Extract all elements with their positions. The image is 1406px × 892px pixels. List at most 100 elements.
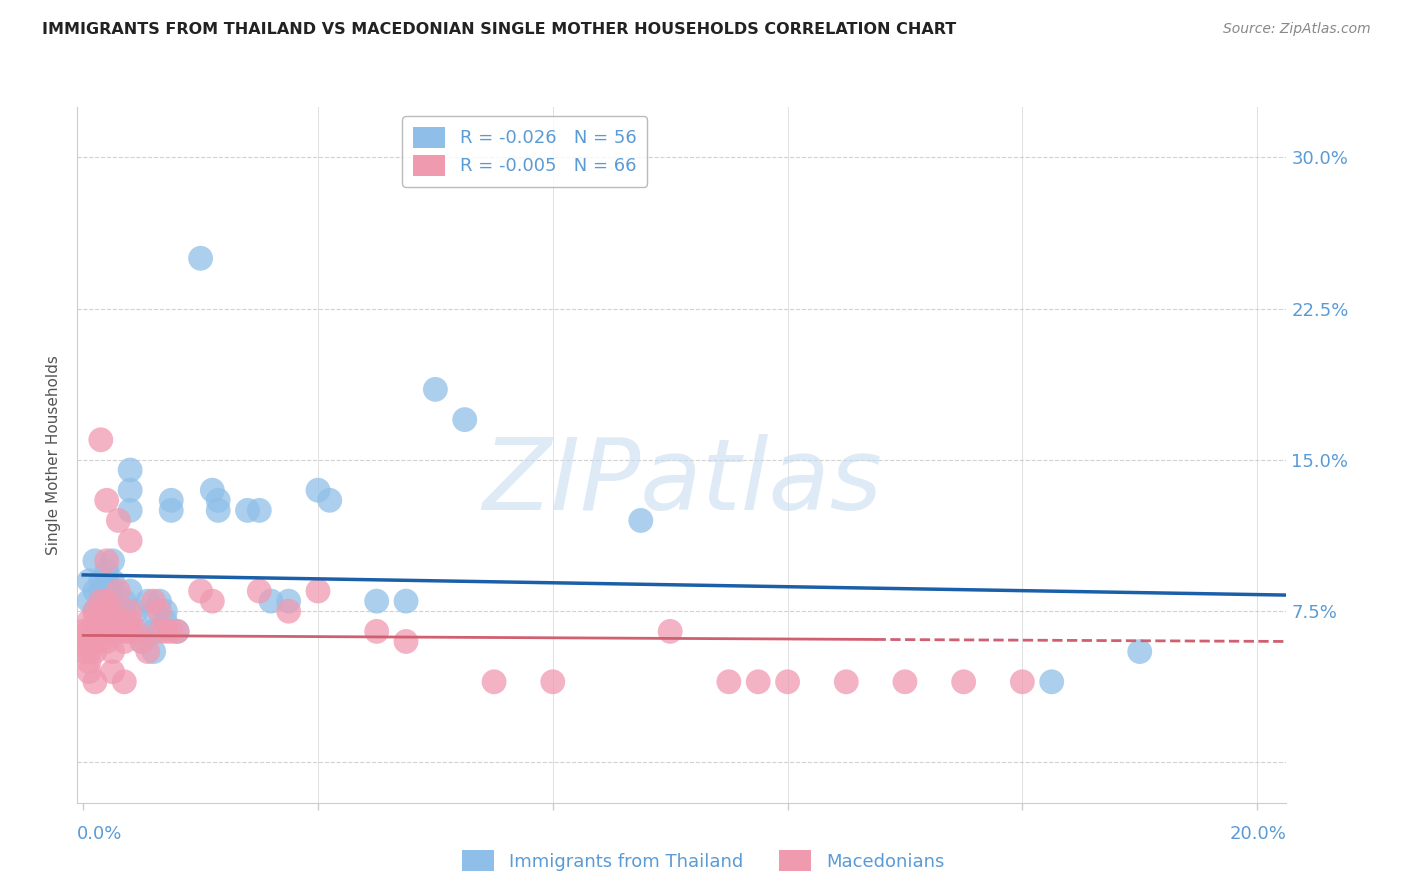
Point: [84, 674, 107, 689]
Point: [90, 624, 112, 639]
Point: [247, 503, 270, 517]
Point: [96, 564, 118, 578]
Text: IMMIGRANTS FROM THAILAND VS MACEDONIAN SINGLE MOTHER HOUSEHOLDS CORRELATION CHAR: IMMIGRANTS FROM THAILAND VS MACEDONIAN S…: [42, 22, 956, 37]
Point: [90, 574, 112, 588]
Point: [84, 634, 107, 648]
Point: [155, 615, 177, 629]
Point: [776, 674, 799, 689]
Point: [142, 624, 165, 639]
Point: [101, 604, 124, 618]
Point: [120, 624, 142, 639]
Point: [112, 624, 135, 639]
Point: [207, 503, 229, 517]
Point: [201, 594, 224, 608]
Point: [96, 584, 118, 599]
Point: [84, 615, 107, 629]
Point: [425, 383, 447, 397]
Point: [142, 604, 165, 618]
Point: [160, 503, 183, 517]
Point: [148, 624, 170, 639]
Point: [96, 615, 118, 629]
Point: [1040, 674, 1063, 689]
Point: [77, 624, 100, 639]
Legend: Immigrants from Thailand, Macedonians: Immigrants from Thailand, Macedonians: [454, 843, 952, 879]
Point: [131, 634, 153, 648]
Point: [77, 644, 100, 658]
Point: [120, 584, 142, 599]
Point: [247, 584, 270, 599]
Point: [454, 412, 477, 426]
Point: [120, 503, 142, 517]
Point: [96, 604, 118, 618]
Point: [120, 604, 142, 618]
Point: [395, 594, 418, 608]
Point: [120, 533, 142, 548]
Point: [142, 594, 165, 608]
Point: [155, 604, 177, 618]
Text: Source: ZipAtlas.com: Source: ZipAtlas.com: [1223, 22, 1371, 37]
Point: [201, 483, 224, 498]
Point: [77, 634, 100, 648]
Point: [160, 624, 183, 639]
Point: [366, 624, 388, 639]
Point: [96, 594, 118, 608]
Point: [90, 604, 112, 618]
Point: [190, 584, 212, 599]
Point: [107, 624, 129, 639]
Point: [236, 503, 259, 517]
Point: [541, 674, 564, 689]
Point: [125, 624, 148, 639]
Point: [77, 574, 100, 588]
Point: [952, 674, 974, 689]
Point: [260, 594, 283, 608]
Point: [166, 624, 188, 639]
Point: [659, 624, 682, 639]
Point: [101, 644, 124, 658]
Point: [120, 463, 142, 477]
Point: [125, 604, 148, 618]
Point: [84, 554, 107, 568]
Point: [160, 493, 183, 508]
Point: [101, 584, 124, 599]
Point: [96, 615, 118, 629]
Point: [112, 634, 135, 648]
Point: [131, 634, 153, 648]
Point: [90, 634, 112, 648]
Point: [77, 665, 100, 679]
Y-axis label: Single Mother Households: Single Mother Households: [46, 355, 62, 555]
Point: [112, 674, 135, 689]
Point: [84, 604, 107, 618]
Point: [835, 674, 858, 689]
Point: [120, 483, 142, 498]
Point: [84, 644, 107, 658]
Point: [747, 674, 769, 689]
Point: [96, 574, 118, 588]
Point: [148, 604, 170, 618]
Legend: R = -0.026   N = 56, R = -0.005   N = 66: R = -0.026 N = 56, R = -0.005 N = 66: [402, 116, 647, 186]
Point: [107, 615, 129, 629]
Point: [717, 674, 740, 689]
Point: [96, 554, 118, 568]
Point: [112, 604, 135, 618]
Point: [90, 433, 112, 447]
Point: [96, 594, 118, 608]
Point: [77, 615, 100, 629]
Point: [72, 644, 94, 658]
Point: [96, 493, 118, 508]
Point: [894, 674, 917, 689]
Point: [90, 584, 112, 599]
Point: [101, 574, 124, 588]
Point: [107, 513, 129, 527]
Point: [307, 584, 329, 599]
Point: [72, 634, 94, 648]
Point: [90, 594, 112, 608]
Point: [190, 252, 212, 266]
Point: [107, 604, 129, 618]
Point: [166, 624, 188, 639]
Point: [155, 624, 177, 639]
Point: [1129, 644, 1152, 658]
Point: [72, 624, 94, 639]
Point: [207, 493, 229, 508]
Point: [101, 615, 124, 629]
Point: [84, 624, 107, 639]
